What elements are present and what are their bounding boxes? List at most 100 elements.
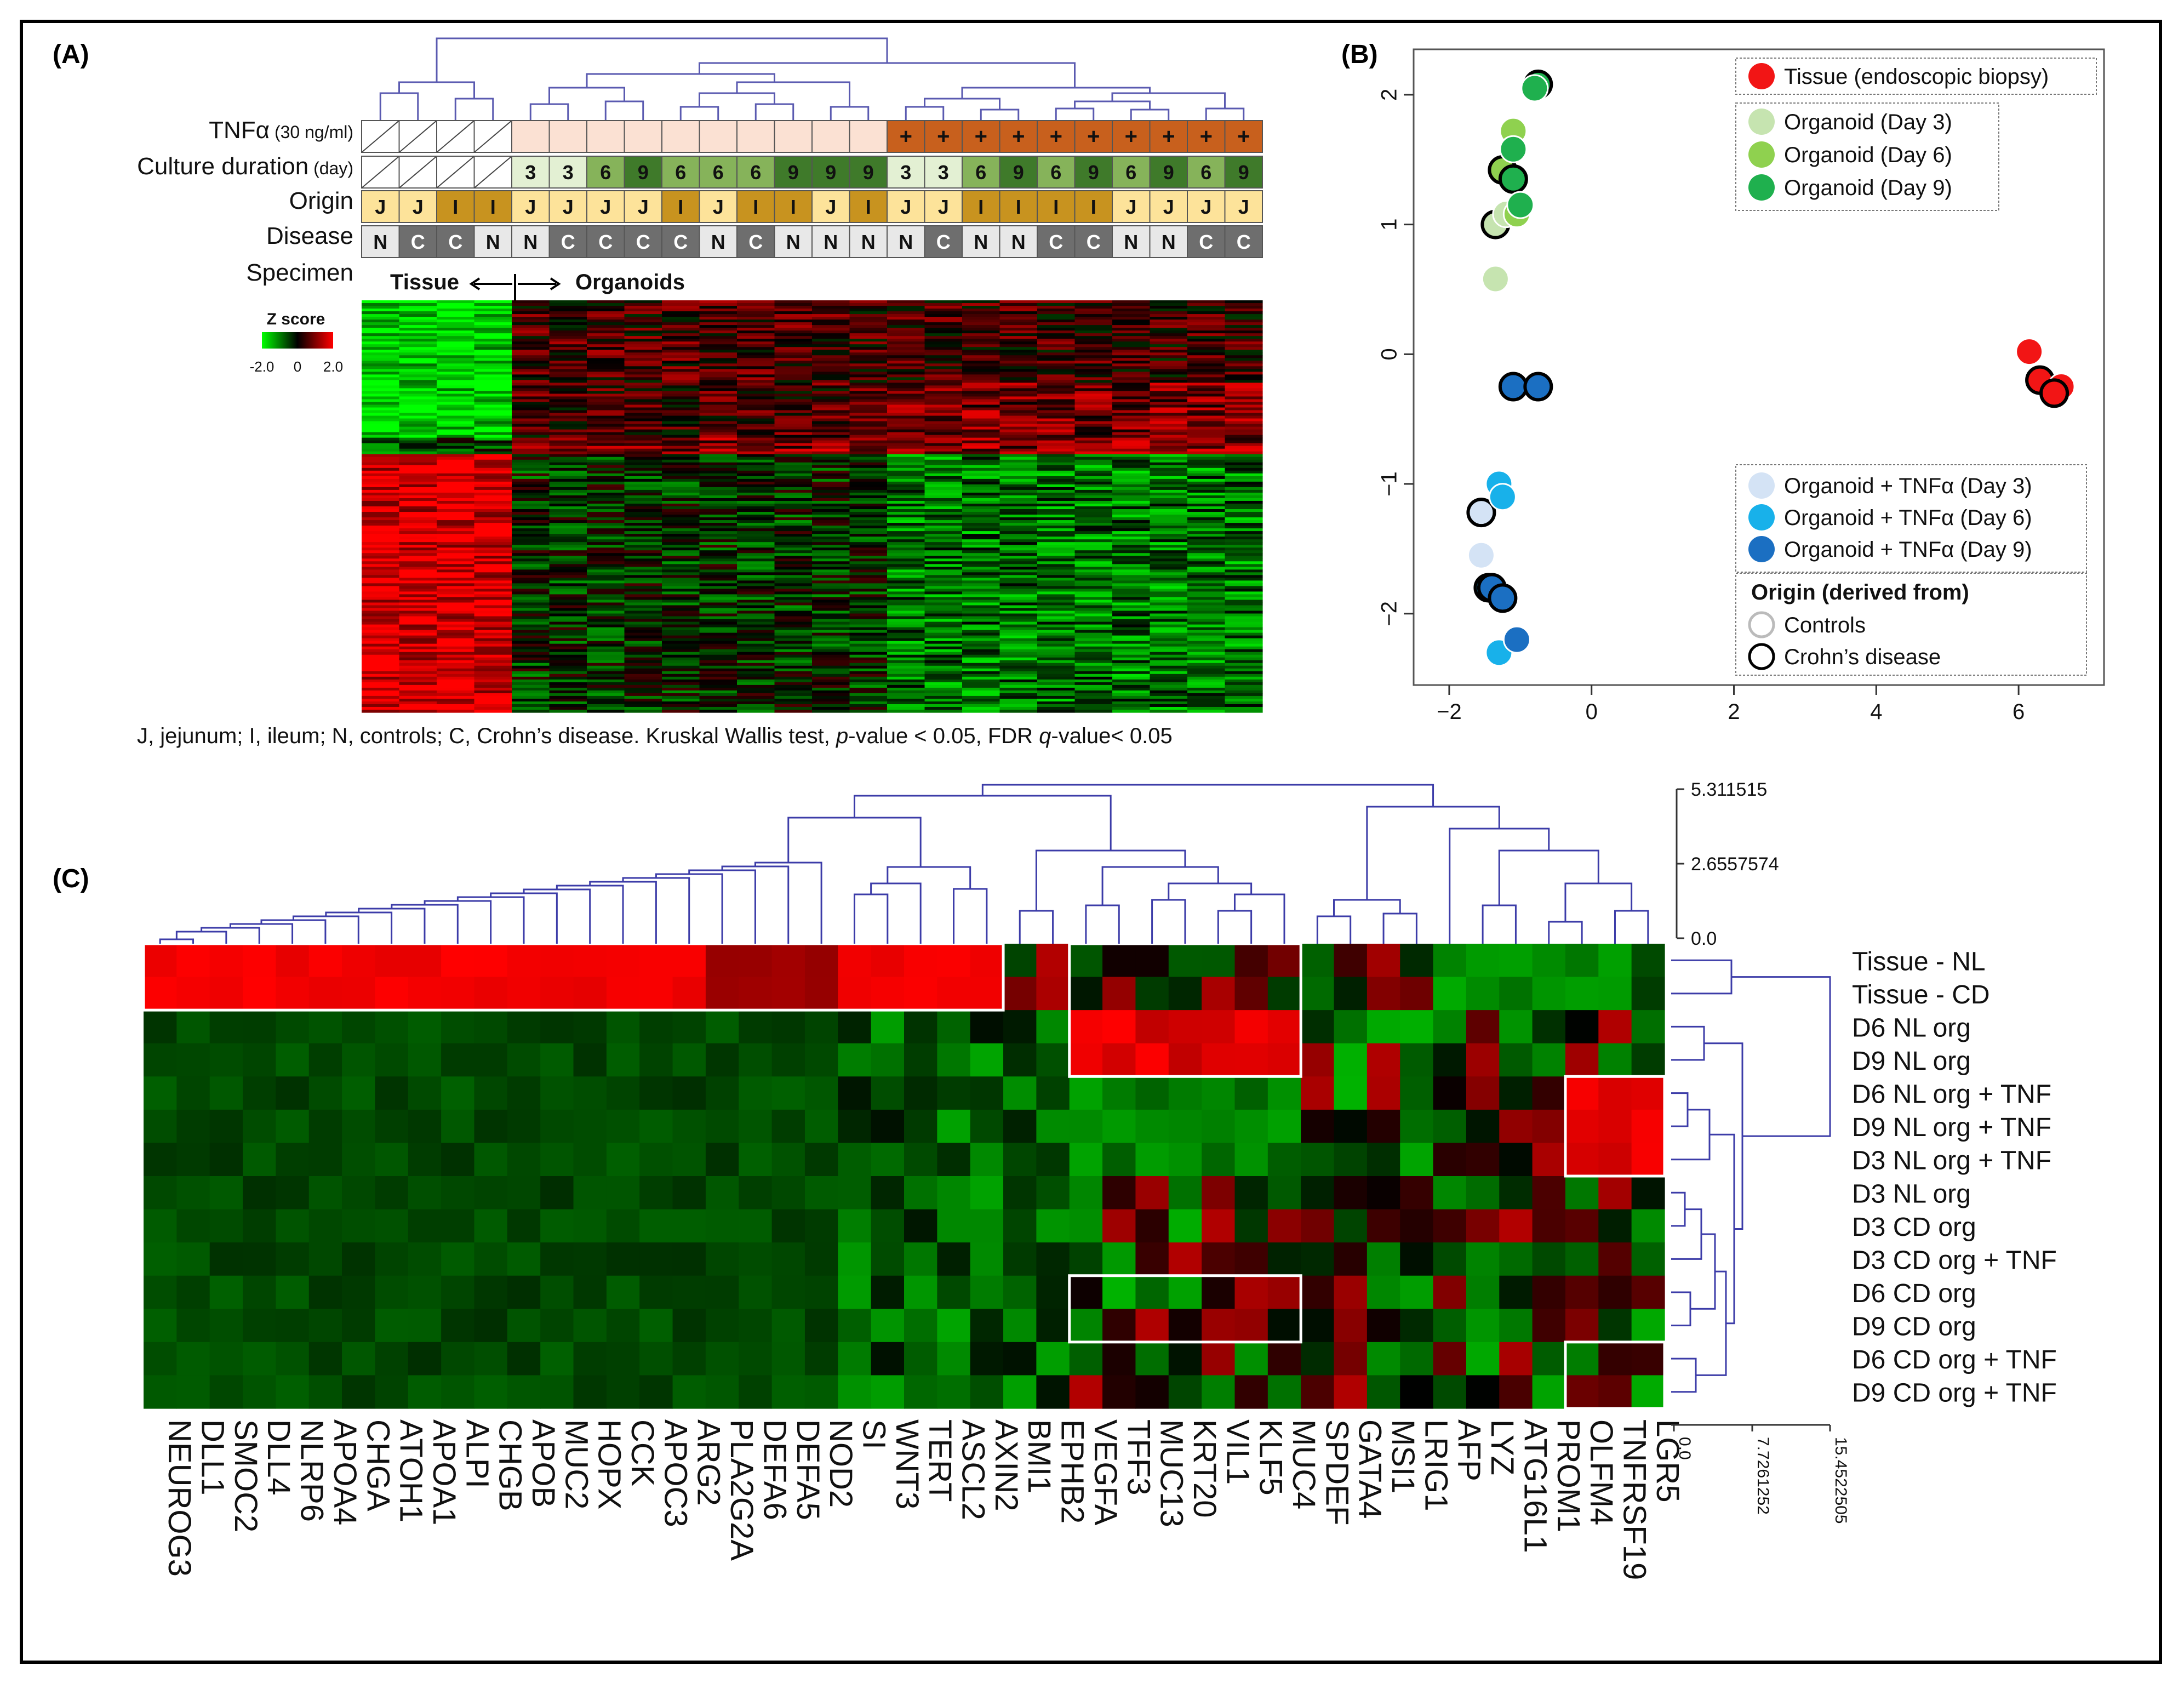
heatmap-a-cell bbox=[512, 567, 550, 570]
heatmap-a-cell bbox=[624, 462, 662, 466]
heatmap-a-cell bbox=[399, 391, 437, 395]
heatmap-a-cell bbox=[812, 619, 850, 623]
heatmap-a-cell bbox=[437, 534, 475, 537]
heatmap-a-cell bbox=[887, 687, 925, 691]
heatmap-a-cell bbox=[849, 383, 888, 386]
culture-cell bbox=[624, 156, 662, 189]
heatmap-a-cell bbox=[512, 311, 550, 315]
heatmap-a-cell bbox=[1187, 627, 1226, 631]
heatmap-a-cell bbox=[1150, 630, 1188, 634]
heatmap-a-cell bbox=[1187, 679, 1226, 683]
heatmap-c-cell bbox=[970, 1176, 1004, 1210]
heatmap-a-cell bbox=[399, 311, 437, 315]
heatmap-a-cell bbox=[699, 531, 737, 534]
heatmap-a-cell bbox=[512, 589, 550, 592]
heatmap-a-cell bbox=[662, 654, 700, 658]
heatmap-a-cell bbox=[512, 517, 550, 521]
heatmap-a-cell bbox=[999, 457, 1038, 460]
heatmap-a-cell bbox=[1037, 567, 1076, 570]
heatmap-a-cell bbox=[774, 608, 813, 612]
heatmap-a-cell bbox=[662, 402, 700, 406]
heatmap-a-cell bbox=[1150, 402, 1188, 406]
heatmap-a-cell bbox=[1112, 429, 1151, 433]
heatmap-a-cell bbox=[474, 679, 512, 683]
heatmap-a-cell bbox=[1150, 679, 1188, 683]
heatmap-a-cell bbox=[624, 526, 662, 529]
heatmap-c-cell bbox=[1301, 1010, 1335, 1044]
disease-cell bbox=[924, 225, 963, 258]
heatmap-c-cell bbox=[1631, 1076, 1665, 1110]
heatmap-a-cell bbox=[924, 440, 963, 444]
heatmap-a-cell bbox=[1225, 701, 1263, 705]
heatmap-a-cell bbox=[549, 668, 587, 672]
heatmap-a-cell bbox=[962, 424, 1000, 427]
column-dendrogram-branch bbox=[586, 73, 775, 88]
heatmap-a-cell bbox=[962, 314, 1000, 317]
heatmap-a-cell bbox=[512, 426, 550, 430]
heatmap-c-cell bbox=[1202, 1109, 1236, 1144]
heatmap-a-cell bbox=[1225, 663, 1263, 666]
heatmap-a-cell bbox=[999, 528, 1038, 532]
heatmap-a-cell bbox=[662, 339, 700, 342]
heatmap-a-cell bbox=[587, 698, 625, 702]
heatmap-a-cell bbox=[362, 330, 400, 334]
heatmap-a-cell bbox=[999, 402, 1038, 406]
heatmap-a-cell bbox=[774, 643, 813, 647]
heatmap-a-cell bbox=[737, 498, 775, 501]
heatmap-a-cell bbox=[474, 657, 512, 661]
heatmap-a-cell bbox=[1112, 613, 1151, 617]
heatmap-a-cell bbox=[362, 446, 400, 449]
heatmap-a-cell bbox=[737, 517, 775, 521]
heatmap-a-cell bbox=[1112, 542, 1151, 545]
heatmap-a-cell bbox=[662, 660, 700, 664]
heatmap-a-cell bbox=[587, 690, 625, 694]
heatmap-a-cell bbox=[474, 695, 512, 699]
heatmap-a-cell bbox=[437, 424, 475, 427]
heatmap-a-cell bbox=[624, 539, 662, 543]
heatmap-a-cell bbox=[1187, 459, 1226, 463]
heatmap-a-cell bbox=[699, 709, 737, 713]
heatmap-a-cell bbox=[587, 498, 625, 501]
heatmap-a-cell bbox=[1112, 668, 1151, 672]
heatmap-a-cell bbox=[1150, 523, 1188, 526]
annotation-row-label: Specimen bbox=[246, 259, 353, 286]
heatmap-c-cell bbox=[1102, 977, 1136, 1011]
heatmap-a-cell bbox=[624, 333, 662, 336]
heatmap-a-cell bbox=[737, 366, 775, 369]
heatmap-a-cell bbox=[437, 523, 475, 526]
gene-label: ARG2 bbox=[691, 1419, 727, 1506]
heatmap-c-cell bbox=[771, 1242, 805, 1276]
heatmap-a-cell bbox=[662, 668, 700, 672]
heatmap-a-cell bbox=[474, 300, 512, 304]
culture-day-label: 6 bbox=[975, 161, 986, 184]
heatmap-a-cell bbox=[849, 393, 888, 397]
heatmap-a-cell bbox=[662, 410, 700, 414]
heatmap-a-cell bbox=[774, 632, 813, 636]
heatmap-a-cell bbox=[887, 426, 925, 430]
heatmap-a-cell bbox=[999, 443, 1038, 447]
heatmap-a-cell bbox=[1074, 701, 1113, 705]
heatmap-c-cell bbox=[1631, 944, 1665, 978]
heatmap-a-cell bbox=[849, 671, 888, 675]
heatmap-a-cell bbox=[887, 465, 925, 469]
heatmap-a-cell bbox=[849, 432, 888, 436]
heatmap-a-cell bbox=[1037, 429, 1076, 433]
heatmap-c-cell bbox=[838, 1109, 872, 1144]
heatmap-a-cell bbox=[1225, 616, 1263, 620]
heatmap-a-cell bbox=[662, 611, 700, 614]
heatmap-a-cell bbox=[512, 404, 550, 408]
heatmap-a-cell bbox=[962, 369, 1000, 372]
heatmap-a-cell bbox=[1150, 374, 1188, 378]
heatmap-c-cell bbox=[1234, 1143, 1268, 1177]
heatmap-a-cell bbox=[887, 402, 925, 406]
heatmap-a-cell bbox=[587, 567, 625, 570]
heatmap-a-cell bbox=[549, 328, 587, 331]
heatmap-a-cell bbox=[1037, 627, 1076, 631]
column-dendrogram-branch bbox=[830, 106, 870, 121]
heatmap-a-cell bbox=[1187, 328, 1226, 331]
heatmap-c-cell bbox=[1135, 1076, 1169, 1110]
heatmap-a-cell bbox=[1225, 495, 1263, 499]
heatmap-a-cell bbox=[512, 534, 550, 537]
heatmap-a-cell bbox=[999, 467, 1038, 471]
heatmap-c-cell bbox=[375, 1309, 409, 1343]
